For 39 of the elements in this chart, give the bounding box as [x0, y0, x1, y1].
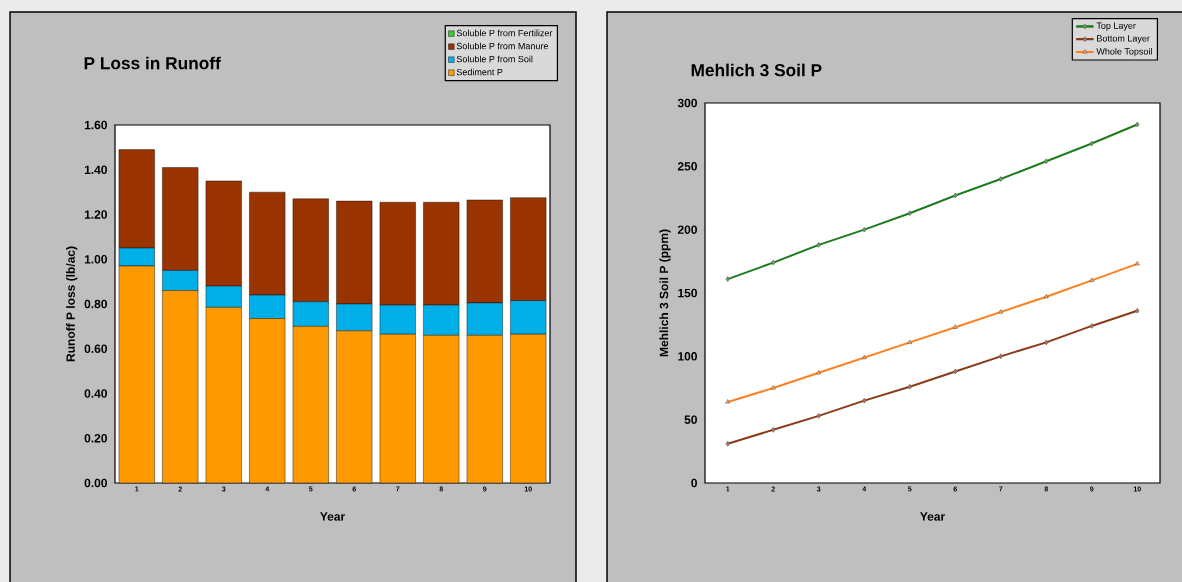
- y-tick-label: 1.20: [84, 210, 107, 219]
- y-tick-label: 0: [691, 478, 697, 488]
- y-tick-label: 300: [677, 98, 697, 108]
- point: [725, 276, 730, 282]
- chart-title: Mehlich 3 Soil P: [691, 63, 822, 77]
- y-tick-label: 0.80: [84, 299, 107, 309]
- y-tick-label: 1.60: [84, 120, 107, 130]
- y-tick-label: 0.60: [84, 344, 107, 353]
- legend-label: Sediment P: [456, 68, 503, 76]
- y-tick-label: 50: [684, 415, 697, 424]
- legend-label: Soluble P from Manure: [456, 42, 549, 50]
- y-tick-label: 0.20: [84, 434, 107, 443]
- y-tick-label: 100: [678, 352, 697, 361]
- point: [1135, 121, 1140, 128]
- point: [907, 210, 912, 216]
- legend-label: Soluble P from Soil: [456, 55, 533, 63]
- point: [1044, 158, 1049, 165]
- y-tick-label: 150: [678, 288, 697, 298]
- legend-label: Whole Topsoil: [1096, 47, 1152, 57]
- y-tick-label: 1.00: [84, 255, 107, 264]
- point: [816, 242, 821, 248]
- x-axis-title: Year: [920, 512, 945, 521]
- legend-label: Bottom Layer: [1097, 35, 1150, 44]
- point: [953, 192, 958, 199]
- y-tick-label: 250: [677, 162, 697, 171]
- legend-label: Soluble P from Fertilizer: [456, 29, 553, 37]
- y-axis-title: Mehlich 3 Soil P (ppm): [659, 229, 671, 357]
- y-tick-label: 0.00: [84, 478, 107, 488]
- point: [862, 226, 867, 233]
- point: [1089, 140, 1094, 147]
- legend-label: Top Layer: [1096, 22, 1136, 31]
- point: [998, 176, 1003, 182]
- x-axis-title: Year: [320, 512, 345, 521]
- y-tick-label: 200: [677, 225, 697, 234]
- chart-title: P Loss in Runoff: [84, 56, 221, 70]
- point: [771, 259, 776, 266]
- y-tick-label: 0.40: [84, 389, 107, 398]
- y-axis-title: Runoff P loss (lb/ac): [66, 246, 78, 362]
- y-tick-label: 1.40: [84, 165, 107, 174]
